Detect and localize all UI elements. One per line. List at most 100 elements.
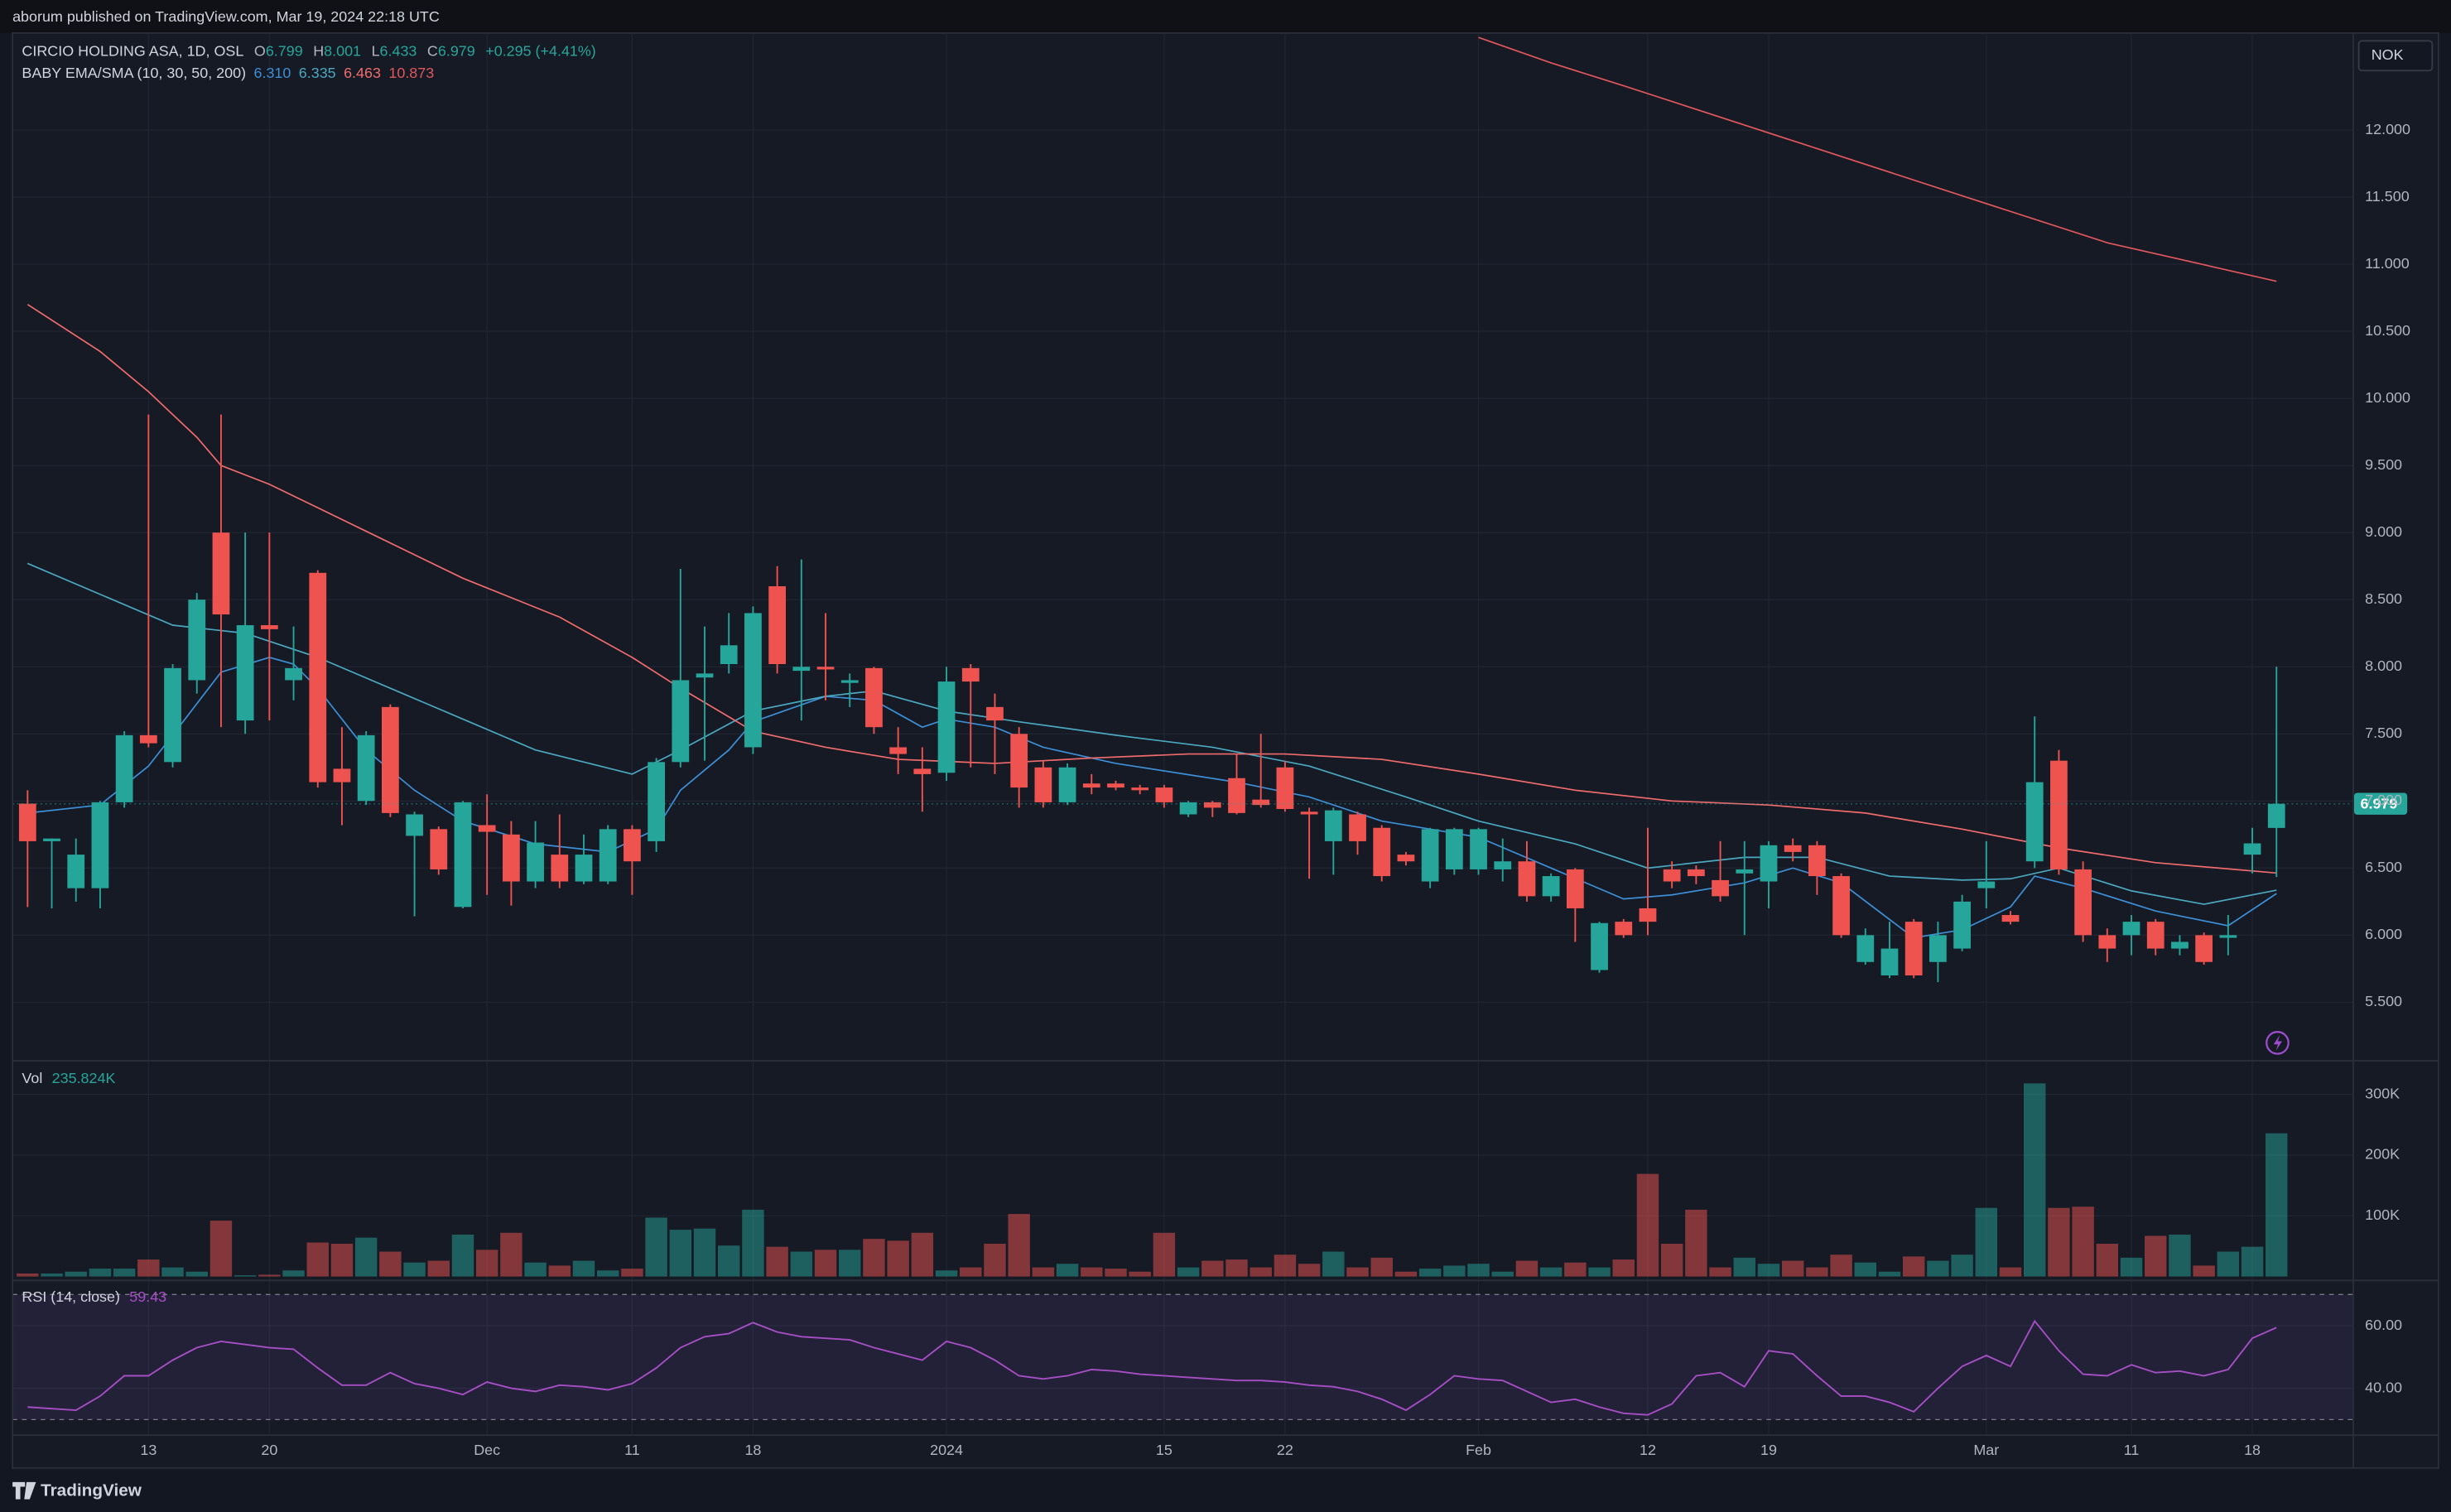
- ohlc-value: 6.799: [266, 42, 303, 59]
- indicator-value: 10.873: [388, 65, 434, 81]
- y-tick-label: 11.000: [2365, 255, 2410, 272]
- footer-logo: TradingView: [12, 1481, 142, 1500]
- candle-body: [2001, 915, 2020, 922]
- candle-body: [1784, 845, 1802, 852]
- candle-body: [913, 768, 932, 774]
- candle-body: [2243, 843, 2261, 855]
- mark-layer: 6.979: [12, 36, 2408, 1416]
- candle-body: [454, 802, 472, 908]
- indicator-value: 6.335: [299, 65, 336, 81]
- currency-box[interactable]: [2357, 40, 2434, 72]
- candle-body: [333, 768, 351, 782]
- x-tick-label: 11: [2124, 1442, 2140, 1458]
- candle-body: [1566, 869, 1584, 908]
- volume-bar: [1612, 1259, 1635, 1277]
- volume-bar: [984, 1244, 1006, 1277]
- volume-bar: [863, 1239, 885, 1277]
- frame-border: [12, 31, 2439, 1469]
- volume-bar: [814, 1250, 837, 1277]
- candle-body: [744, 613, 762, 748]
- candle-body: [91, 802, 109, 888]
- volume-bar: [185, 1271, 208, 1277]
- volume-bar: [427, 1260, 450, 1277]
- volume-bar: [1394, 1271, 1418, 1277]
- candle-body: [139, 734, 157, 744]
- alert-icon[interactable]: [2266, 1031, 2290, 1055]
- volume-bar: [1539, 1267, 1563, 1277]
- volume-bar: [2193, 1265, 2215, 1277]
- candle-body: [961, 667, 980, 682]
- candle-body: [1010, 734, 1028, 788]
- volume-bar: [2241, 1246, 2264, 1277]
- x-tick-label: 12: [1640, 1442, 1656, 1458]
- symbol-title: CIRCIO HOLDING ASA, 1D, OSL: [22, 42, 243, 59]
- volume-bar: [1951, 1254, 1973, 1277]
- volume-bar: [911, 1232, 934, 1277]
- y-tick-label: 60.00: [2365, 1317, 2402, 1333]
- volume-bar: [1685, 1209, 1707, 1277]
- candle-body: [527, 842, 544, 882]
- candle-body: [1712, 879, 1729, 897]
- volume-bar: [403, 1262, 426, 1277]
- volume-bar: [500, 1232, 522, 1277]
- volume-bar: [1975, 1207, 1998, 1277]
- volume-bar: [1854, 1262, 1877, 1277]
- volume-bar: [1370, 1257, 1393, 1277]
- candle-body: [1203, 802, 1221, 808]
- x-tick-label: 11: [624, 1442, 640, 1458]
- y-tick-label: 11.500: [2365, 188, 2410, 205]
- candle-body: [768, 586, 787, 665]
- volume-bar: [1008, 1214, 1030, 1277]
- ohlc-value: 8.001: [324, 42, 361, 59]
- volume-bar: [1177, 1267, 1200, 1277]
- candle-body: [696, 673, 714, 678]
- candle-body: [236, 625, 254, 721]
- volume-bar: [621, 1269, 643, 1277]
- y-tick-label: 8.500: [2365, 590, 2402, 607]
- volume-bar: [1660, 1244, 1683, 1277]
- volume-bar: [1636, 1173, 1659, 1277]
- candle-body: [2098, 935, 2116, 949]
- candle-body: [430, 829, 448, 869]
- candle-body: [164, 667, 181, 763]
- rsi-value: 59.43: [129, 1288, 166, 1305]
- x-tick-label: 18: [2244, 1442, 2261, 1458]
- last-price-box: [2353, 792, 2408, 815]
- volume-bar: [669, 1230, 692, 1277]
- volume-bar: [887, 1240, 909, 1277]
- candle-body: [648, 762, 665, 841]
- candle-body: [478, 825, 496, 832]
- candle-body: [2025, 782, 2044, 862]
- candle-body: [1687, 869, 1705, 877]
- logo-icon: [12, 1481, 36, 1500]
- candle-body: [260, 625, 278, 629]
- volume-bar: [2266, 1133, 2288, 1277]
- volume-bar: [718, 1245, 740, 1277]
- x-tick-label: 13: [140, 1442, 156, 1458]
- volume-bar: [1709, 1267, 1731, 1277]
- volume-bar: [766, 1246, 788, 1277]
- indicator-legend: BABY EMA/SMA (10, 30, 50, 200) 6.310 6.335…: [22, 65, 434, 81]
- candle-body: [551, 855, 569, 882]
- x-tick-label: Feb: [1466, 1442, 1491, 1458]
- volume-bar: [1878, 1271, 1901, 1277]
- candle-body: [1034, 767, 1052, 802]
- candle-body: [2074, 869, 2092, 936]
- candle-body: [406, 814, 423, 836]
- volume-bar: [2048, 1207, 2070, 1277]
- volume-bar: [282, 1270, 305, 1277]
- candle-body: [381, 706, 399, 813]
- candle-body: [1252, 799, 1270, 806]
- volume-legend: Vol 235.824K: [22, 1070, 115, 1086]
- y-tick-label: 6.000: [2365, 926, 2402, 942]
- candle-body: [1977, 881, 1996, 888]
- candle-body: [1131, 787, 1149, 791]
- candle-body: [1494, 861, 1512, 869]
- candle-body: [1373, 827, 1391, 877]
- volume-bar: [960, 1267, 982, 1277]
- ohlc-letter: L: [372, 42, 380, 59]
- candle-body: [1929, 935, 1947, 962]
- candle-body: [212, 532, 230, 615]
- candle-body: [1397, 855, 1415, 862]
